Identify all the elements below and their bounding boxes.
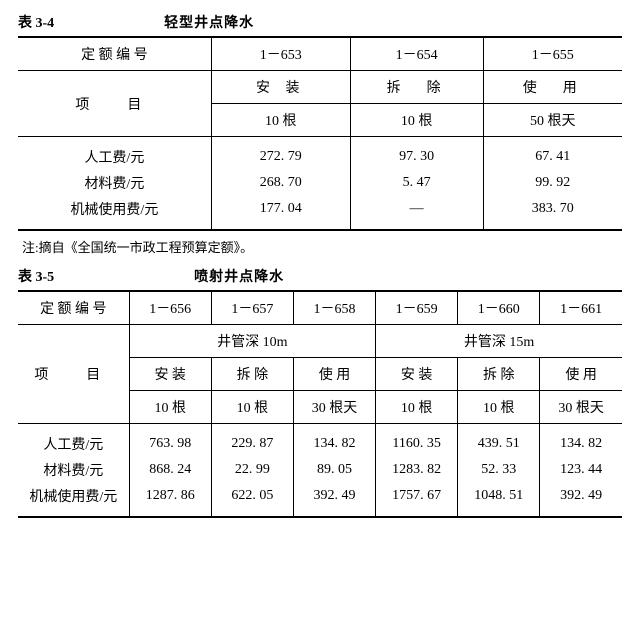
row-label: 机械使用费/元 <box>18 483 129 517</box>
op: 使 用 <box>483 71 622 104</box>
unit: 10 根 <box>350 104 483 137</box>
table-row: 人工费/元 763. 98 229. 87 134. 82 1160. 35 4… <box>18 424 622 458</box>
code: 1－660 <box>458 291 540 325</box>
cell: 392. 49 <box>293 483 375 517</box>
cell: 177. 04 <box>211 196 350 230</box>
row-label: 材料费/元 <box>18 170 211 196</box>
code: 1－657 <box>211 291 293 325</box>
op: 拆 除 <box>350 71 483 104</box>
cell: 268. 70 <box>211 170 350 196</box>
cell: 439. 51 <box>458 424 540 458</box>
code: 1－654 <box>350 37 483 71</box>
op: 安 装 <box>376 358 458 391</box>
th-item: 项 目 <box>18 325 129 424</box>
row-label: 机械使用费/元 <box>18 196 211 230</box>
table-row: 机械使用费/元 1287. 86 622. 05 392. 49 1757. 6… <box>18 483 622 517</box>
row-label: 材料费/元 <box>18 457 129 483</box>
cell: 392. 49 <box>540 483 622 517</box>
cell: 97. 30 <box>350 137 483 171</box>
cell: 1048. 51 <box>458 483 540 517</box>
row-label: 人工费/元 <box>18 137 211 171</box>
code: 1－661 <box>540 291 622 325</box>
th-quota: 定 额 编 号 <box>18 291 129 325</box>
cell: 134. 82 <box>540 424 622 458</box>
unit: 10 根 <box>211 104 350 137</box>
cell: 5. 47 <box>350 170 483 196</box>
cell: 272. 79 <box>211 137 350 171</box>
unit: 30 根天 <box>540 391 622 424</box>
th-item: 项 目 <box>18 71 211 137</box>
code: 1－659 <box>376 291 458 325</box>
cell: 868. 24 <box>129 457 211 483</box>
cell: 89. 05 <box>293 457 375 483</box>
th-quota: 定 额 编 号 <box>18 37 211 71</box>
unit: 10 根 <box>376 391 458 424</box>
cell: 1283. 82 <box>376 457 458 483</box>
unit: 10 根 <box>458 391 540 424</box>
row-label: 人工费/元 <box>18 424 129 458</box>
depth-group: 井管深 15m <box>376 325 622 358</box>
code: 1－653 <box>211 37 350 71</box>
code: 1－658 <box>293 291 375 325</box>
cell: 1160. 35 <box>376 424 458 458</box>
table34-title-row: 表 3-4 轻型井点降水 <box>18 12 622 32</box>
unit: 10 根 <box>211 391 293 424</box>
table35-label: 表 3-5 <box>18 266 54 286</box>
depth-group: 井管深 10m <box>129 325 375 358</box>
op: 安 装 <box>211 71 350 104</box>
code: 1－655 <box>483 37 622 71</box>
cell: 1757. 67 <box>376 483 458 517</box>
cell: 383. 70 <box>483 196 622 230</box>
op: 使 用 <box>293 358 375 391</box>
table35-title-row: 表 3-5 喷射井点降水 <box>18 266 622 286</box>
cell: 52. 33 <box>458 457 540 483</box>
table34-label: 表 3-4 <box>18 12 54 32</box>
table34: 定 额 编 号 1－653 1－654 1－655 项 目 安 装 拆 除 使 … <box>18 36 622 231</box>
cell: 229. 87 <box>211 424 293 458</box>
op: 拆 除 <box>211 358 293 391</box>
cell: 99. 92 <box>483 170 622 196</box>
cell: 67. 41 <box>483 137 622 171</box>
table-row: 材料费/元 268. 70 5. 47 99. 92 <box>18 170 622 196</box>
op: 使 用 <box>540 358 622 391</box>
cell: 134. 82 <box>293 424 375 458</box>
op: 安 装 <box>129 358 211 391</box>
op: 拆 除 <box>458 358 540 391</box>
cell: 1287. 86 <box>129 483 211 517</box>
cell: — <box>350 196 483 230</box>
table34-title: 轻型井点降水 <box>164 12 254 32</box>
cell: 123. 44 <box>540 457 622 483</box>
table-row: 材料费/元 868. 24 22. 99 89. 05 1283. 82 52.… <box>18 457 622 483</box>
cell: 622. 05 <box>211 483 293 517</box>
unit: 30 根天 <box>293 391 375 424</box>
unit: 10 根 <box>129 391 211 424</box>
table-row: 机械使用费/元 177. 04 — 383. 70 <box>18 196 622 230</box>
code: 1－656 <box>129 291 211 325</box>
table35: 定 额 编 号 1－656 1－657 1－658 1－659 1－660 1－… <box>18 290 622 518</box>
table-row: 人工费/元 272. 79 97. 30 67. 41 <box>18 137 622 171</box>
unit: 50 根天 <box>483 104 622 137</box>
table35-title: 喷射井点降水 <box>194 266 284 286</box>
cell: 22. 99 <box>211 457 293 483</box>
cell: 763. 98 <box>129 424 211 458</box>
table34-note: 注:摘自《全国统一市政工程预算定额》。 <box>22 237 622 256</box>
